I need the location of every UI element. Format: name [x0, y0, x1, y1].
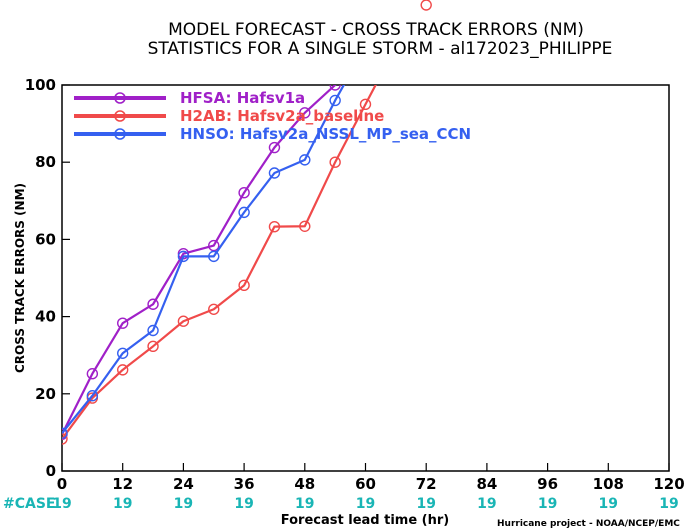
legend-swatch-marker: [114, 128, 126, 140]
series-line: [62, 85, 337, 435]
data-point: [177, 250, 190, 263]
chart-subtitle: STATISTICS FOR A SINGLE STORM - al172023…: [148, 39, 613, 59]
axes: 0 19 12 19 24 19 36 19 48 19 60 19 72 19 84 19 96 19 108 19…: [25, 76, 685, 512]
data-point: [62, 433, 68, 445]
legend-swatch-marker: [114, 92, 126, 104]
x-tick-label: 96: [537, 475, 558, 493]
y-tick-label: 40: [35, 308, 56, 326]
case-count: 19: [113, 496, 132, 512]
y-tick-label: 60: [35, 230, 56, 248]
x-tick-label: 72: [416, 475, 437, 493]
data-point: [299, 154, 311, 166]
data-point: [147, 324, 159, 337]
y-tick-label: 80: [35, 153, 56, 171]
y-tick-label: 0: [46, 462, 56, 480]
overflow-marker-layer: [420, 0, 432, 11]
data-point: [116, 347, 129, 359]
x-tick-label: 108: [593, 475, 624, 493]
data-point: [238, 186, 250, 199]
data-point: [86, 368, 99, 380]
data-point: [329, 85, 341, 91]
data-point: [208, 303, 220, 315]
data-point: [359, 98, 372, 111]
x-tick-label: 24: [173, 475, 194, 493]
data-point: [268, 220, 281, 233]
case-count: 19: [52, 496, 71, 512]
data-point: [116, 364, 129, 376]
series-line: [62, 85, 377, 440]
case-count: 19: [599, 496, 618, 512]
case-count: 19: [295, 496, 314, 512]
legend-label: H2AB: Hafsv2a_baseline: [180, 107, 384, 125]
y-tick-label: 100: [25, 76, 56, 94]
series-group: [62, 85, 377, 445]
case-count: 19: [416, 496, 435, 512]
legend-label: HNSO: Hafsv2a_NSSL_MP_sea_CCN: [180, 125, 471, 143]
x-tick-label: 12: [112, 475, 133, 493]
series-group: [62, 85, 346, 439]
data-point: [177, 315, 190, 327]
data-point: [299, 220, 311, 232]
x-tick-label: 48: [294, 475, 315, 493]
case-count: 19: [538, 496, 557, 512]
x-tick-label: 84: [476, 475, 497, 493]
data-point: [147, 340, 159, 353]
data-point: [208, 250, 220, 263]
case-count: 19: [356, 496, 375, 512]
data-point: [299, 107, 311, 119]
chart-title: MODEL FORECAST - CROSS TRACK ERRORS (NM): [168, 20, 584, 40]
x-tick-label: 0: [57, 475, 67, 493]
case-count: 19: [659, 496, 678, 512]
data-point: [238, 279, 250, 292]
series-line: [62, 85, 346, 434]
x-tick-label: 36: [234, 475, 255, 493]
data-point: [238, 206, 250, 219]
legend-swatch-marker: [114, 110, 126, 122]
data-point: [208, 239, 220, 252]
data-point: [62, 427, 68, 439]
data-point: [86, 390, 99, 402]
data-point: [329, 94, 341, 107]
case-count: 19: [174, 496, 193, 512]
x-tick-label: 60: [355, 475, 376, 493]
credit-text: Hurricane project - NOAA/NCEP/EMC: [497, 519, 680, 529]
legend-label: HFSA: Hafsv1a: [180, 89, 305, 107]
y-axis-label: CROSS TRACK ERRORS (NM): [13, 183, 27, 373]
y-tick-label: 20: [35, 385, 56, 403]
x-axis-label: Forecast lead time (hr): [281, 513, 449, 528]
case-count: 19: [477, 496, 496, 512]
case-count: 19: [234, 496, 253, 512]
x-tick-label: 120: [653, 475, 684, 493]
case-label: #CASE: [3, 496, 56, 512]
offscale-data-point: [420, 0, 432, 11]
data-point: [268, 141, 281, 154]
data-point: [268, 167, 281, 179]
series-layer: [62, 85, 377, 445]
data-point: [116, 317, 129, 329]
data-point: [329, 156, 341, 168]
data-point: [147, 298, 159, 310]
